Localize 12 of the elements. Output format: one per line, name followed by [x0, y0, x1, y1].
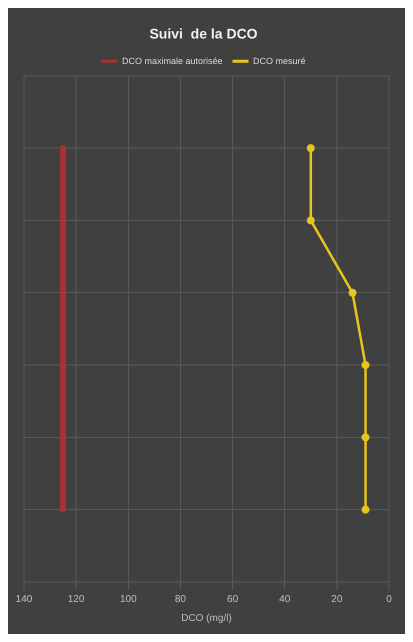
legend-label: DCO maximale autorisée	[122, 56, 223, 66]
x-tick-label: 120	[68, 594, 85, 605]
x-tick-label: 40	[279, 594, 291, 605]
x-tick-label: 100	[120, 594, 138, 605]
x-tick-label: 0	[386, 594, 392, 605]
x-tick-label: 140	[16, 594, 33, 605]
chart-title: Suivi de la DCO	[149, 25, 258, 42]
x-tick-label: 20	[331, 594, 343, 605]
x-tick-label: 80	[174, 594, 186, 605]
x-tick-label: 60	[227, 594, 239, 605]
x-axis-title: DCO (mg/l)	[181, 612, 232, 624]
legend-label: DCO mesuré	[253, 56, 306, 66]
